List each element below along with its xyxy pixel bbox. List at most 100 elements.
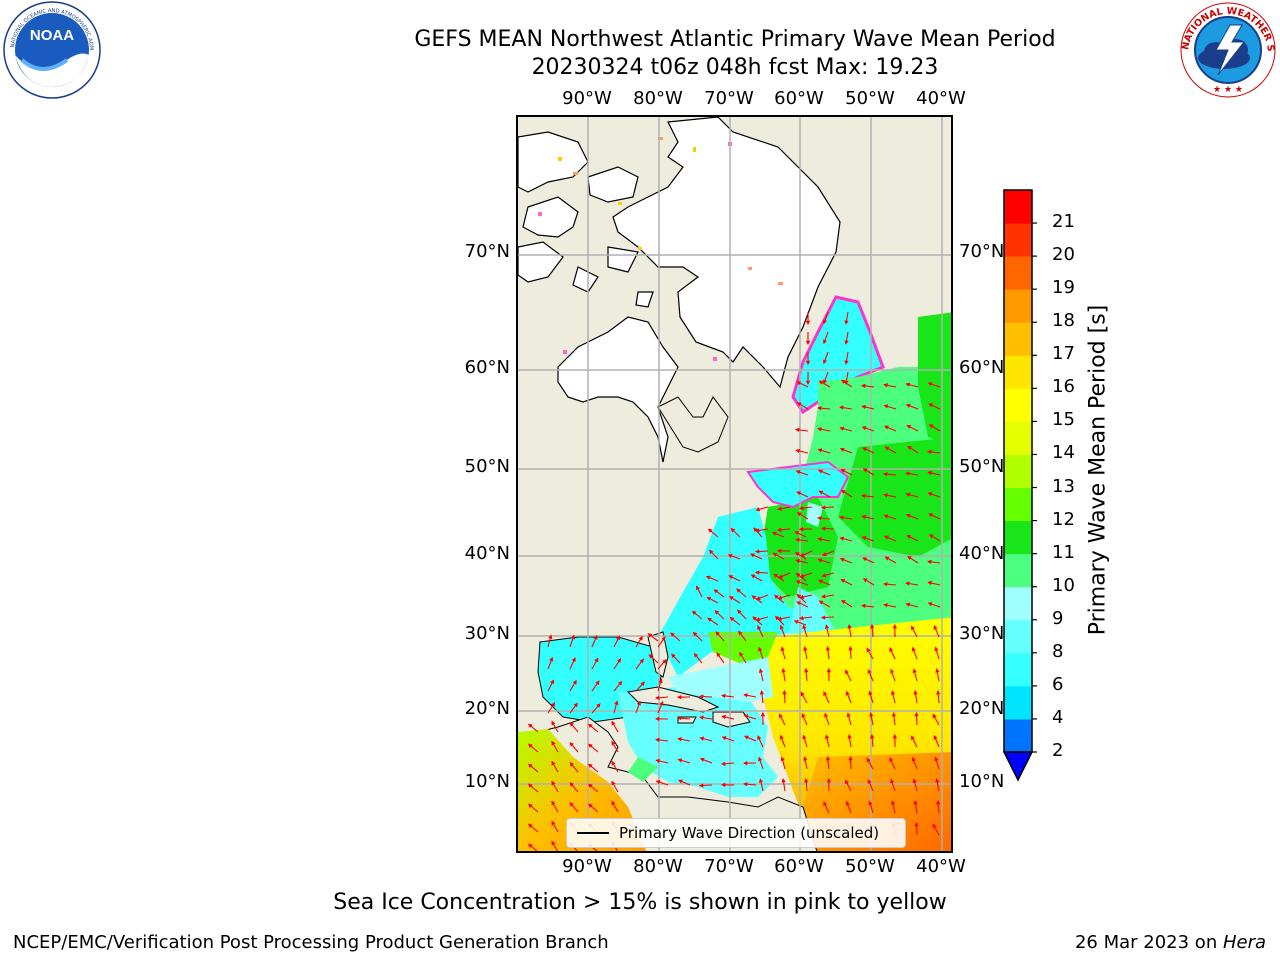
wave-arrow [706,596,719,604]
wave-arrow [753,527,763,538]
wave-arrow [861,404,875,410]
wave-arrow [802,624,808,638]
wave-period-map [516,115,953,853]
colorbar-label: Primary Wave Mean Period [s] [1085,304,1111,636]
wave-arrow [551,840,559,851]
wave-arrow [779,624,786,638]
wave-arrow [777,572,791,579]
wave-arrow [727,553,741,560]
wave-arrow [707,528,719,538]
wave-arrow [796,593,807,604]
wave-arrow [817,448,831,454]
wave-arrow [883,383,897,388]
wave-arrow [720,693,735,699]
wave-arrow [780,646,786,660]
wave-arrow [839,557,853,564]
colorbar-under-triangle [1003,751,1034,782]
lat-label-right-70n: 70°N [959,241,1005,262]
footer-date-text: 26 Mar 2023 on [1074,932,1223,953]
wave-arrow [707,617,719,626]
wave-arrow [654,695,669,700]
wave-arrow [840,469,853,476]
wave-arrow [800,550,813,557]
wave-arrow [738,630,747,642]
wave-arrow [846,712,852,726]
wave-arrow [912,778,918,792]
colorbar-tick-label: 10 [1052,574,1075,596]
colorbar-cell [1004,586,1032,621]
wave-arrow [820,505,835,510]
wave-arrow [776,527,791,532]
wave-arrow [817,469,831,476]
wave-arrow [547,679,554,692]
wave-arrow [796,491,809,498]
wave-arrow [794,537,809,543]
wave-arrow [647,633,659,642]
wave-arrow [845,690,852,704]
wave-arrow [821,572,835,578]
wave-arrow [914,821,919,836]
wave-arrow [860,493,875,499]
colorbar-tick-label: 8 [1052,640,1064,662]
wave-arrow [569,801,579,813]
wave-arrow [793,619,807,626]
wave-arrow [914,711,919,726]
colorbar-tick-label: 13 [1052,475,1075,497]
wave-arrow [777,616,791,621]
wave-arrow [927,492,941,498]
wave-arrow [825,645,831,660]
wave-arrow [796,512,809,520]
wave-arrow [739,651,747,664]
wave-arrow [868,690,874,704]
colorbar-tick-label: 11 [1052,541,1075,563]
wave-arrow [774,615,785,626]
wave-arrow [883,514,897,520]
wave-arrow [796,601,809,608]
wave-arrow [817,579,831,586]
wave-arrow [803,756,808,770]
nws-logo-icon: NATIONAL WEATHER SERVICE ★ ★ ★ [1178,0,1276,98]
wave-arrow [569,741,579,753]
map-canvas [518,117,951,851]
wave-arrow [926,559,941,565]
wave-arrow [758,756,764,770]
wave-arrow [611,780,619,793]
wave-arrow [794,427,809,433]
wave-arrow [847,734,852,748]
wave-arrow [862,578,875,586]
wave-arrow [677,779,691,786]
wave-arrow [905,382,919,388]
wave-arrow [798,505,813,511]
wave-arrow [752,616,763,626]
wave-arrow [730,527,741,538]
wave-arrow [527,803,539,813]
wave-arrow [655,780,669,786]
wave-arrow [648,654,659,664]
lat-label-left-40n: 40°N [464,543,510,564]
wave-arrow [883,535,897,542]
wave-arrow [848,755,853,770]
lat-label-left-20n: 20°N [464,698,510,719]
wave-arrow [926,449,941,455]
wave-arrow [821,550,835,557]
lat-label-right-20n: 20°N [959,698,1005,719]
colorbar-tick-label: 17 [1052,343,1075,365]
wave-arrow [795,580,809,586]
wave-arrow [932,823,940,836]
wave-arrow [613,700,619,714]
wave-arrow [742,782,757,787]
wave-arrow [844,311,849,325]
colorbar-tick-label: 15 [1052,409,1075,431]
wave-arrow [867,778,874,792]
lon-label-bottom-40w: 40°W [916,856,966,877]
wave-arrow [696,585,703,598]
lon-label-top-50w: 50°W [845,88,895,109]
wave-arrow [839,426,853,432]
wave-arrow [935,668,940,682]
colorbar-tick-label: 2 [1052,740,1064,761]
wave-arrow [716,652,725,664]
wave-arrow [889,647,896,660]
colorbar-cell [1004,355,1032,389]
wave-arrow [591,657,599,670]
colorbar-cell [1004,685,1032,720]
